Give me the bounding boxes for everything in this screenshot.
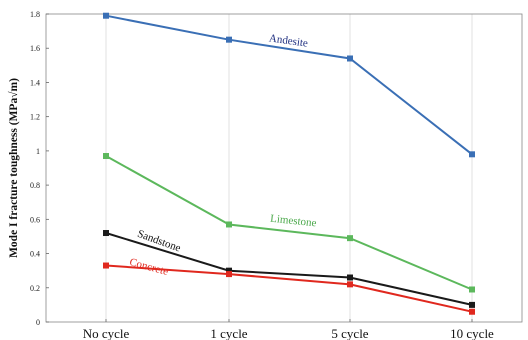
y-tick-label: 0.2 (30, 284, 40, 293)
sandstone-point (347, 274, 353, 281)
series-limestone (103, 153, 475, 293)
concrete-point (469, 308, 475, 315)
x-axis-ticks: No cycle 1 cycle 5 cycle 10 cycle (83, 319, 494, 340)
limestone-point (226, 221, 232, 228)
limestone-line (105, 155, 473, 291)
series-label-concrete: Concrete (128, 256, 170, 278)
y-tick-label: 1.6 (30, 44, 40, 53)
concrete-line (105, 264, 473, 313)
y-tick-label: 0 (36, 318, 40, 327)
concrete-point (103, 262, 109, 269)
y-tick-label: 0.8 (30, 181, 40, 190)
andesite-point (347, 55, 353, 62)
y-tick-label: 0.6 (30, 215, 40, 224)
y-tick-label: 1 (36, 147, 40, 156)
series-concrete (103, 262, 475, 315)
sandstone-line (105, 232, 473, 306)
concrete-point (226, 271, 232, 278)
series-group (103, 12, 475, 315)
andesite-point (226, 36, 232, 43)
andesite-line (105, 14, 473, 156)
concrete-point (347, 281, 353, 288)
x-tick-label: 10 cycle (450, 326, 494, 340)
limestone-point (347, 235, 353, 242)
limestone-point (469, 286, 475, 293)
x-tick-label: 1 cycle (210, 326, 247, 340)
y-tick-label: 1.8 (30, 10, 40, 19)
andesite-point (469, 151, 475, 158)
series-sandstone (103, 230, 475, 308)
y-tick-label: 0.4 (30, 250, 40, 259)
sandstone-point (103, 230, 109, 237)
series-andesite (103, 12, 475, 158)
plot-area-frame (45, 13, 523, 323)
series-label-limestone: Limestone (270, 213, 318, 230)
limestone-point (103, 153, 109, 160)
sandstone-point (226, 267, 232, 274)
y-tick-label: 1.4 (30, 78, 40, 87)
y-axis-ticks: 0 0.2 0.4 0.6 0.8 1 1.2 1.4 1.6 1.8 (30, 10, 49, 327)
y-axis-label: Mode I fracture toughness (MPa√m) (7, 78, 20, 258)
sandstone-point (469, 301, 475, 308)
series-label-sandstone: Sandstone (136, 228, 183, 255)
y-tick-label: 1.2 (30, 113, 40, 122)
series-label-andesite: Andesite (268, 32, 309, 49)
andesite-point (103, 12, 109, 19)
x-tick-label: 5 cycle (331, 326, 368, 340)
x-tick-label: No cycle (83, 326, 130, 340)
